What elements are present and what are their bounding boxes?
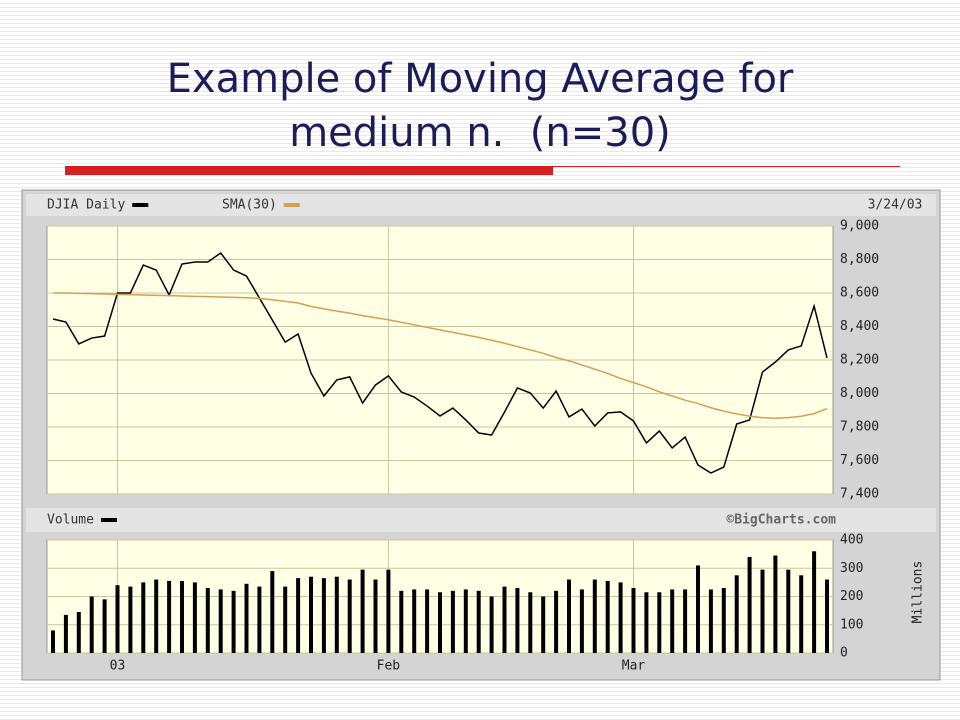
x-tick-label: Mar [622, 659, 646, 674]
legend-label: Volume [47, 513, 94, 528]
bar [270, 571, 275, 653]
y-tick-label: 7,600 [840, 453, 879, 468]
bar [786, 569, 791, 653]
bar [825, 579, 829, 653]
bar [438, 592, 442, 653]
bar [541, 596, 546, 653]
bar [89, 596, 94, 653]
bar [257, 586, 262, 653]
y-tick-label: 100 [840, 617, 863, 632]
y-tick-label: 300 [840, 561, 863, 576]
bar [592, 579, 597, 653]
bar [696, 565, 700, 653]
bar [502, 586, 507, 653]
bar [399, 590, 404, 653]
y-tick-label: 9,000 [840, 219, 879, 234]
y-axis-label: Millions [911, 561, 926, 624]
bar [554, 590, 559, 653]
bar [567, 579, 571, 653]
bar [76, 612, 81, 653]
bar [154, 579, 159, 653]
bar [515, 588, 520, 653]
legend-label: DJIA Daily [47, 198, 125, 213]
bar [799, 575, 804, 653]
bar [192, 582, 197, 653]
y-tick-label: 8,600 [840, 286, 879, 301]
bar [334, 576, 339, 653]
bar [360, 569, 365, 653]
bar [347, 579, 352, 653]
bar [425, 589, 430, 653]
bar [579, 589, 584, 653]
y-tick-label: 8,000 [840, 386, 879, 401]
bar [708, 589, 713, 653]
bar [734, 575, 739, 653]
y-tick-label: 8,400 [840, 319, 879, 334]
slide-title: medium n. (n=30) [289, 110, 671, 156]
header-strip [26, 508, 936, 532]
bar [489, 596, 494, 653]
bar [670, 589, 675, 653]
bar [657, 592, 662, 653]
bar [296, 578, 301, 653]
bar [644, 592, 649, 653]
title-rule [65, 166, 553, 175]
data-line [53, 292, 828, 420]
bar [102, 599, 107, 653]
y-tick-label: 8,200 [840, 353, 879, 368]
chart-date: 3/24/03 [868, 198, 923, 213]
y-tick-label: 8,800 [840, 252, 879, 267]
bar [309, 576, 313, 653]
bar [721, 588, 726, 653]
bar [618, 582, 623, 653]
bar [528, 592, 533, 653]
y-tick-label: 7,800 [840, 420, 879, 435]
bar [476, 590, 481, 653]
data-line [52, 251, 828, 474]
bar [167, 580, 172, 653]
bar [683, 589, 688, 653]
bar [205, 588, 210, 653]
bar [605, 580, 610, 653]
slide-title: Example of Moving Average for [167, 56, 794, 102]
y-tick-label: 200 [840, 589, 863, 604]
bar [386, 569, 391, 653]
bar [63, 614, 68, 653]
bar [115, 585, 120, 653]
legend-label: SMA(30) [222, 198, 277, 213]
y-tick-label: 0 [840, 646, 848, 661]
bar [631, 588, 636, 653]
y-tick-label: 400 [840, 533, 863, 548]
bar [51, 630, 55, 653]
bar [773, 555, 778, 653]
bar [412, 589, 417, 653]
bar [812, 551, 817, 653]
bar [373, 579, 378, 653]
bar [283, 586, 288, 653]
title-rule [553, 166, 900, 167]
bar [760, 569, 765, 653]
x-tick-label: Feb [377, 659, 401, 674]
y-tick-label: 7,400 [840, 487, 879, 502]
bar [321, 578, 326, 653]
bar [231, 590, 236, 653]
bar [747, 556, 752, 653]
bar [218, 589, 223, 653]
bar [463, 589, 468, 653]
bar [180, 580, 184, 653]
header-strip [26, 194, 936, 216]
bar [244, 583, 249, 653]
chart-source: ©BigCharts.com [726, 513, 836, 528]
bar [450, 590, 455, 653]
x-tick-label: 03 [110, 659, 126, 674]
bar [128, 586, 133, 653]
bar [141, 582, 146, 653]
